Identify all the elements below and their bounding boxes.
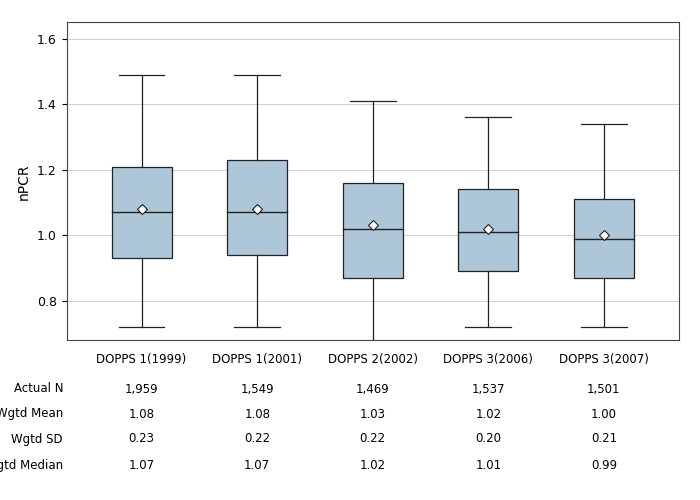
Text: 1,469: 1,469: [356, 382, 390, 396]
FancyBboxPatch shape: [343, 183, 402, 278]
Text: 1.07: 1.07: [129, 459, 155, 472]
Text: Wgtd Median: Wgtd Median: [0, 459, 63, 472]
Text: 1.01: 1.01: [475, 459, 501, 472]
Text: Actual N: Actual N: [13, 382, 63, 396]
Text: DOPPS 1(2001): DOPPS 1(2001): [212, 352, 302, 366]
FancyBboxPatch shape: [111, 166, 172, 258]
Text: 1,537: 1,537: [472, 382, 505, 396]
Text: 1.02: 1.02: [475, 408, 501, 420]
Text: 1,549: 1,549: [240, 382, 274, 396]
Text: 1.08: 1.08: [129, 408, 155, 420]
Text: 0.20: 0.20: [475, 432, 501, 446]
Text: DOPPS 3(2006): DOPPS 3(2006): [443, 352, 533, 366]
Y-axis label: nPCR: nPCR: [18, 163, 32, 200]
FancyBboxPatch shape: [227, 160, 287, 255]
Text: 0.21: 0.21: [591, 432, 617, 446]
Text: DOPPS 2(2002): DOPPS 2(2002): [328, 352, 418, 366]
Text: 0.22: 0.22: [244, 432, 270, 446]
Text: 1.00: 1.00: [591, 408, 617, 420]
Text: 0.99: 0.99: [591, 459, 617, 472]
FancyBboxPatch shape: [458, 190, 519, 272]
Text: Wgtd Mean: Wgtd Mean: [0, 408, 63, 420]
Text: DOPPS 1(1999): DOPPS 1(1999): [97, 352, 187, 366]
FancyBboxPatch shape: [574, 200, 634, 278]
Text: 0.23: 0.23: [129, 432, 155, 446]
Text: 1.08: 1.08: [244, 408, 270, 420]
Text: DOPPS 3(2007): DOPPS 3(2007): [559, 352, 649, 366]
Text: Wgtd SD: Wgtd SD: [11, 432, 63, 446]
Text: 1.07: 1.07: [244, 459, 270, 472]
Text: 1.02: 1.02: [360, 459, 386, 472]
Text: 1,959: 1,959: [125, 382, 158, 396]
Text: 0.22: 0.22: [360, 432, 386, 446]
Text: 1.03: 1.03: [360, 408, 386, 420]
Text: 1,501: 1,501: [587, 382, 621, 396]
